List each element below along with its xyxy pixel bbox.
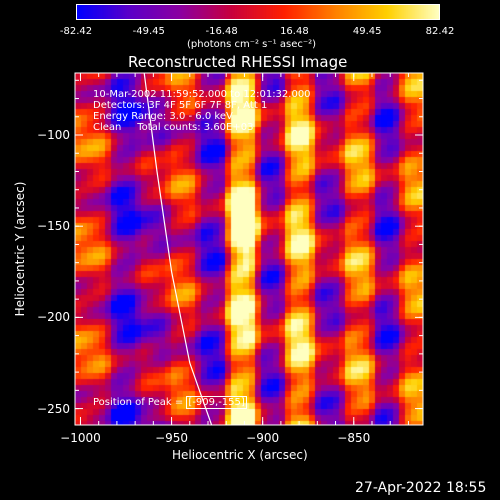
y-tick-label: −200 <box>37 310 70 325</box>
energy-range-annotation: Energy Range: 3.0 - 6.0 keV <box>93 111 233 122</box>
peak-label: Position of Peak = <box>93 397 187 408</box>
clean-counts-annotation: Clean Total counts: 3.60E+03 <box>93 122 254 133</box>
x-tick-label: −900 <box>246 431 280 445</box>
x-tick-label: −1000 <box>60 431 101 445</box>
solar-limb-line <box>143 72 213 426</box>
x-tick-marks <box>79 73 409 425</box>
y-axis-label: Heliocentric Y (arcsec) <box>13 181 27 317</box>
time-range-annotation: 10-Mar-2002 11:59:52.000 to 12:01:32.000 <box>93 89 311 100</box>
chart-title: Reconstructed RHESSI Image <box>128 53 348 71</box>
peak-position-annotation: Position of Peak = [-909,-155] <box>93 396 247 409</box>
detectors-annotation: Detectors: 3F 4F 5F 6F 7F 8F, Att 1 <box>93 100 268 111</box>
y-tick-marks <box>75 79 423 410</box>
colorbar-tick-label: -16.48 <box>205 26 238 37</box>
y-tick-label: −150 <box>37 219 70 234</box>
colorbar-tick-label: 49.45 <box>352 26 382 37</box>
peak-value: [-909,-155] <box>186 396 247 409</box>
y-tick-label: −250 <box>37 401 70 416</box>
x-axis-label: Heliocentric X (arcsec) <box>172 448 308 462</box>
colorbar-tick-label: -49.45 <box>132 26 165 37</box>
heatmap-image <box>75 73 423 425</box>
y-tick-label: −100 <box>37 128 70 142</box>
colorbar-units: (photons cm⁻² s⁻¹ asec⁻²) <box>187 39 317 50</box>
x-tick-label: −850 <box>337 431 371 445</box>
colorbar-tick-label: 16.48 <box>280 26 309 37</box>
colorbar-tick-label: 82.42 <box>425 26 455 37</box>
colorbar <box>76 4 440 20</box>
footer-timestamp: 27-Apr-2022 18:55 <box>355 480 487 496</box>
plot-frame <box>74 72 424 426</box>
colorbar-tick-label: -82.42 <box>59 26 93 37</box>
x-tick-label: −950 <box>155 431 189 445</box>
